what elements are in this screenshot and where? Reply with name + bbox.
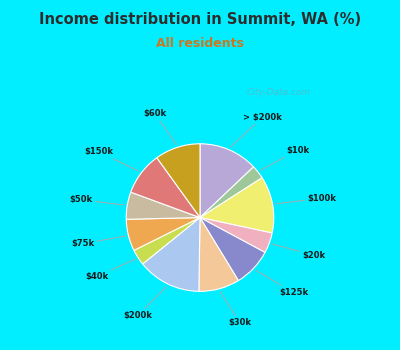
Wedge shape: [126, 218, 200, 250]
Text: > $200k: > $200k: [230, 113, 282, 147]
Text: $10k: $10k: [260, 146, 309, 170]
Text: $40k: $40k: [85, 259, 136, 281]
Text: Income distribution in Summit, WA (%): Income distribution in Summit, WA (%): [39, 12, 361, 27]
Wedge shape: [157, 144, 200, 218]
Text: City-Data.com: City-Data.com: [246, 89, 310, 97]
Wedge shape: [143, 218, 200, 291]
Text: $75k: $75k: [71, 236, 126, 248]
Wedge shape: [199, 218, 238, 291]
Text: $60k: $60k: [143, 109, 176, 145]
Text: $200k: $200k: [123, 287, 166, 320]
Wedge shape: [200, 178, 274, 233]
Wedge shape: [134, 218, 200, 264]
Wedge shape: [200, 218, 265, 281]
Text: All residents: All residents: [156, 37, 244, 50]
Text: $100k: $100k: [276, 194, 336, 204]
Wedge shape: [131, 158, 200, 218]
Text: $20k: $20k: [272, 244, 326, 260]
Wedge shape: [200, 218, 272, 252]
Text: $150k: $150k: [84, 147, 139, 171]
Text: $125k: $125k: [256, 270, 308, 297]
Wedge shape: [200, 144, 254, 218]
Wedge shape: [126, 192, 200, 219]
Wedge shape: [200, 167, 262, 218]
Text: $30k: $30k: [220, 292, 252, 328]
Text: $50k: $50k: [69, 195, 124, 205]
